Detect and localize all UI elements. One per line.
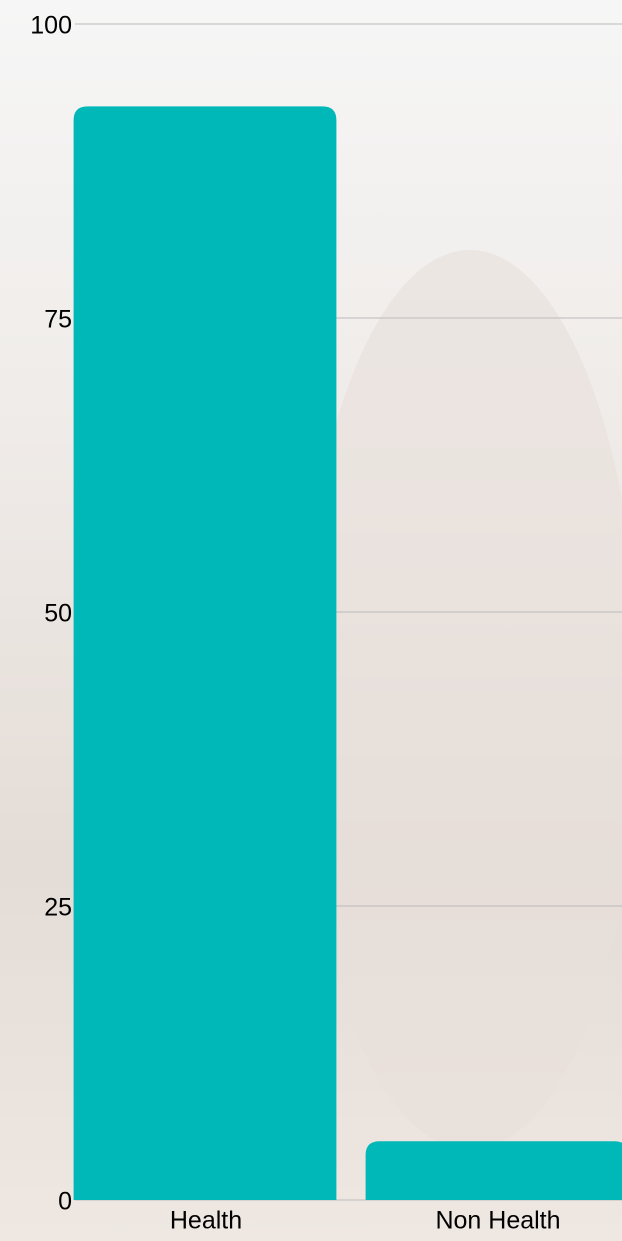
x-tick-label: Non Health xyxy=(435,1207,560,1235)
y-tick-label: 0 xyxy=(58,1188,72,1216)
y-tick-label: 100 xyxy=(30,12,72,40)
y-tick-label: 50 xyxy=(44,600,72,628)
bar xyxy=(366,1141,622,1200)
chart: 0 25 50 75 100 Health Non Health xyxy=(0,0,622,1241)
bar xyxy=(74,106,337,1200)
x-tick-label: Health xyxy=(170,1207,242,1235)
y-tick-label: 75 xyxy=(44,306,72,334)
y-tick-label: 25 xyxy=(44,894,72,922)
